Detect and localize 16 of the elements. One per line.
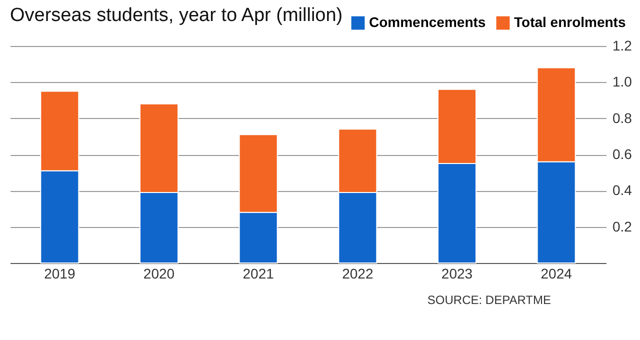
y-tick-label: 0.2 xyxy=(612,218,632,234)
x-tick-label: 2021 xyxy=(242,266,274,282)
y-tick-label: 1.0 xyxy=(612,74,632,90)
legend-label: Commencements xyxy=(369,14,486,30)
x-tick-label: 2019 xyxy=(44,266,76,282)
x-tick-label: 2020 xyxy=(143,266,175,282)
chart-title: Overseas students, year to Apr (million) xyxy=(10,5,343,26)
x-tick-label: 2022 xyxy=(342,266,374,282)
y-tick-label: 0.4 xyxy=(612,182,632,198)
y-tick-label: 0.6 xyxy=(612,146,632,162)
legend-label: Total enrolments xyxy=(514,14,626,30)
source-note: SOURCE: DEPARTME xyxy=(427,293,551,307)
x-tick-label: 2024 xyxy=(540,266,572,282)
y-tick-label: 0.8 xyxy=(612,110,632,126)
x-tick-label: 2023 xyxy=(441,266,473,282)
y-tick-label: 1.2 xyxy=(612,38,632,54)
